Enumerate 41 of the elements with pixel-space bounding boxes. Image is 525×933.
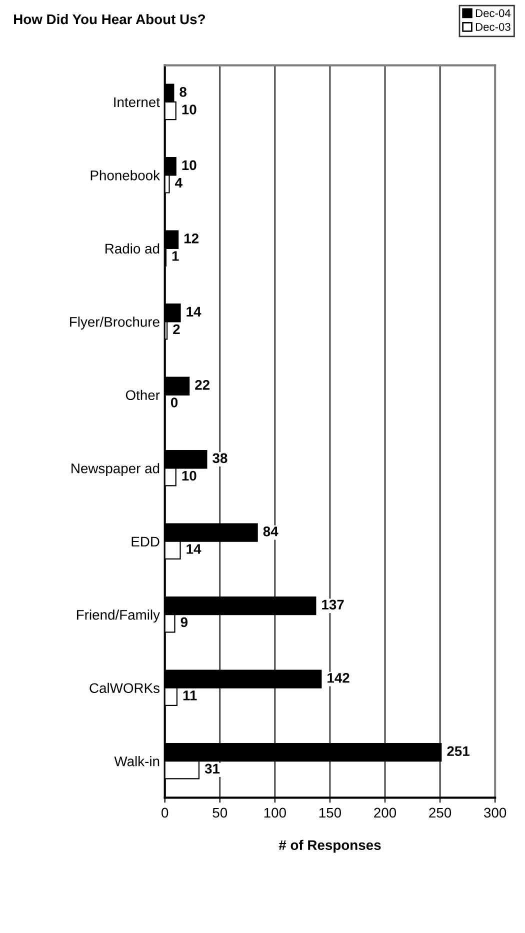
data-label: 4 xyxy=(175,178,182,188)
data-label: 137 xyxy=(322,600,344,610)
y-tick-label: Newspaper ad xyxy=(72,463,160,476)
x-axis-title: # of Responses xyxy=(278,840,381,853)
data-label: 10 xyxy=(182,470,196,481)
x-tick-label: 150 xyxy=(319,808,342,818)
data-label: 2 xyxy=(173,324,180,334)
y-tick-label: Radio ad xyxy=(106,243,160,254)
data-label: 14 xyxy=(186,544,202,554)
y-tick-label: EDD xyxy=(132,536,160,546)
y-tick-label: Friend/Family xyxy=(77,610,160,623)
data-label: 12 xyxy=(184,234,199,244)
y-tick-label: Internet xyxy=(114,97,160,108)
x-tick-label: 250 xyxy=(429,808,452,818)
data-label: 142 xyxy=(328,672,350,683)
data-label: 1 xyxy=(172,251,179,261)
x-tick-label: 100 xyxy=(264,808,286,818)
x-tick-label: 200 xyxy=(374,808,396,818)
data-label: 10 xyxy=(182,160,196,170)
data-label: 31 xyxy=(204,764,220,774)
data-label: 11 xyxy=(183,690,197,700)
data-label: 8 xyxy=(180,87,187,97)
y-tick-label: Phonebook xyxy=(90,170,160,180)
x-tick-label: 0 xyxy=(162,808,168,818)
y-tick-label: Other xyxy=(126,390,160,400)
x-tick-label: 300 xyxy=(484,808,506,818)
y-tick-label: Flyer/Brochure xyxy=(70,316,160,330)
x-tick-label: 50 xyxy=(212,808,228,818)
legend-label: Dec-03 xyxy=(476,22,510,31)
chart-title: How Did You Hear About Us? xyxy=(14,14,205,24)
data-label: 38 xyxy=(212,453,228,464)
data-label: 84 xyxy=(263,526,278,536)
data-label: 0 xyxy=(170,398,178,408)
legend-label: Dec-04 xyxy=(476,9,511,18)
data-label: 251 xyxy=(447,746,470,756)
data-label: 10 xyxy=(182,104,196,114)
y-tick-label: Walk-in xyxy=(114,756,160,766)
y-tick-label: CalWORKs xyxy=(90,682,160,694)
data-label: 9 xyxy=(180,617,188,628)
data-label: 14 xyxy=(186,306,202,316)
data-label: 22 xyxy=(195,380,210,390)
